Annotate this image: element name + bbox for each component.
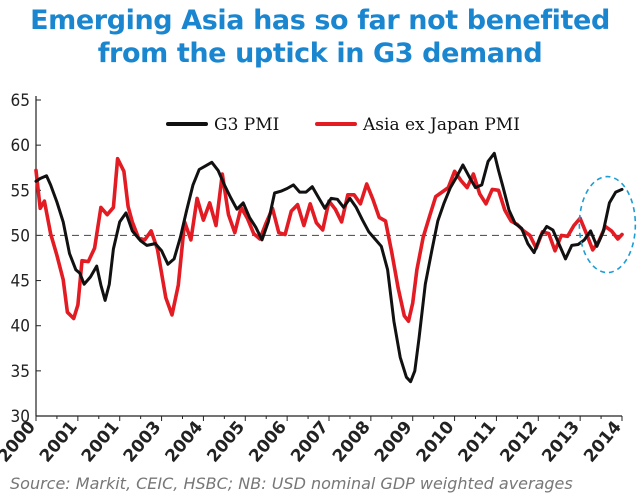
y-tick-label: 40 [11,317,30,337]
x-tick-label: 2005 [203,417,249,466]
y-tick-label: 50 [11,226,30,246]
source-note: Source: Markit, CEIC, HSBC; NB: USD nomi… [10,474,573,493]
y-tick-label: 30 [11,407,30,427]
y-tick-label: 35 [11,362,30,382]
x-tick-label: 2009 [371,417,417,466]
x-tick-label: 2003 [120,417,166,466]
chart-title-line-2: from the uptick in G3 demand [97,38,543,69]
y-tick-label: 55 [11,181,30,201]
legend-label-asia: Asia ex Japan PMI [362,115,520,135]
y-tick-label: 60 [11,136,30,156]
x-tick-label: 2004 [162,417,208,466]
series-lines [34,151,624,384]
y-tick-label: 65 [11,91,30,111]
asia-ex-japan-pmi-line [34,156,624,324]
x-tick-label: 2007 [287,417,333,466]
g3-pmi-line [34,151,624,384]
x-tick-label: 2011 [455,417,501,466]
x-tick-label: 2012 [496,417,542,466]
x-tick-label: 2000 [0,417,40,466]
annotation-group [578,175,637,274]
highlight-ellipse [578,175,637,274]
y-tick-label: 45 [11,272,30,292]
x-tick-label: 2014 [580,417,626,466]
x-tick-label: 2001 [78,417,124,466]
x-tick-label: 2006 [245,417,291,466]
legend-label-g3: G3 PMI [214,115,279,135]
x-tick-label: 2008 [329,417,375,466]
y-axis: 30 35 40 45 50 55 60 65 [11,91,41,427]
chart-title: Emerging Asia has so far not benefited f… [0,4,640,70]
x-axis: 2000200120012003200420052006200720082009… [0,415,626,466]
x-tick-label: 2013 [538,417,584,466]
x-tick-label: 2001 [36,417,82,466]
x-tick-label: 2010 [413,417,459,466]
chart-legend: G3 PMI Asia ex Japan PMI [166,115,520,135]
chart-title-line-1: Emerging Asia has so far not benefited [30,5,610,36]
